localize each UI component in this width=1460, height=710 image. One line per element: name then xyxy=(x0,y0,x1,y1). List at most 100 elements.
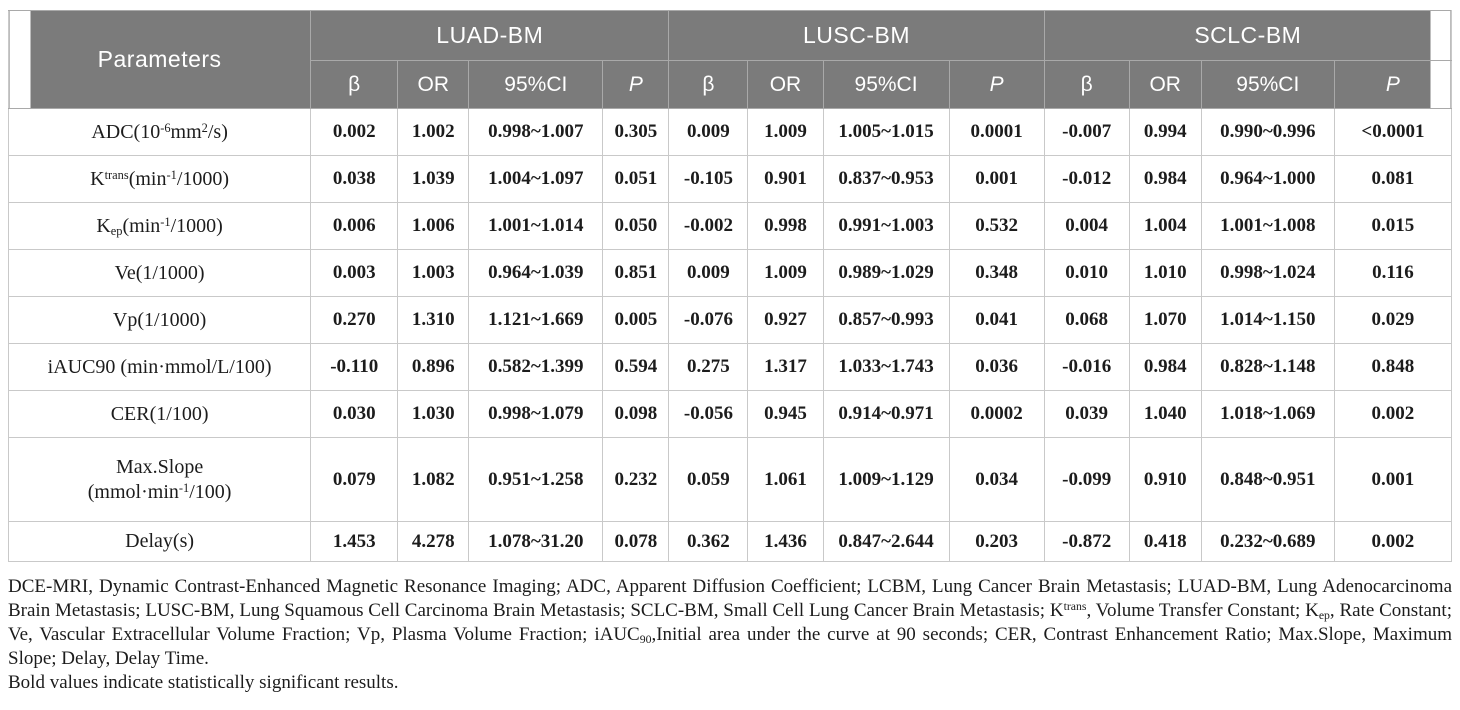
value-cell: -0.105 xyxy=(668,155,749,203)
value-cell: 0.305 xyxy=(602,108,670,156)
value-cell: -0.002 xyxy=(668,202,749,250)
param-cell: CER(1/100) xyxy=(7,390,312,438)
table-figure: Parameters LUAD-BM LUSC-BM SCLC-BM β OR … xyxy=(7,10,1453,695)
value-cell: 0.041 xyxy=(948,296,1045,344)
value-cell: 1.009~1.129 xyxy=(822,437,950,522)
value-cell: 1.006 xyxy=(397,202,470,250)
value-cell: 1.082 xyxy=(397,437,470,522)
regression-table: Parameters LUAD-BM LUSC-BM SCLC-BM β OR … xyxy=(7,10,1453,562)
value-cell: 0.964~1.039 xyxy=(468,249,604,297)
table-row-ve: Ve(1/1000) 0.003 1.003 0.964~1.039 0.851… xyxy=(7,249,1453,297)
value-cell: 0.901 xyxy=(747,155,824,203)
param-cell: Vp(1/1000) xyxy=(7,296,312,344)
value-cell: 0.927 xyxy=(747,296,824,344)
value-cell: 1.121~1.669 xyxy=(468,296,604,344)
subheader-or-sclc: OR xyxy=(1128,60,1202,109)
value-cell: 1.001~1.014 xyxy=(468,202,604,250)
param-cell: ADC(10-6mm2/s) xyxy=(7,108,312,156)
value-cell: 0.914~0.971 xyxy=(822,390,950,438)
value-cell: 0.848 xyxy=(1333,343,1453,391)
value-cell: 1.033~1.743 xyxy=(822,343,950,391)
value-cell: 0.232 xyxy=(602,437,670,522)
value-cell: 0.050 xyxy=(602,202,670,250)
value-cell: 1.004~1.097 xyxy=(468,155,604,203)
value-cell: 1.014~1.150 xyxy=(1200,296,1335,344)
bold-values-note: Bold values indicate statistically signi… xyxy=(8,672,399,693)
column-header-parameters: Parameters xyxy=(7,10,312,109)
value-cell: 0.079 xyxy=(310,437,399,522)
table-row-maxslope: Max.Slope (mmol·min-1/100) 0.079 1.082 0.… xyxy=(7,437,1453,522)
value-cell: 0.847~2.644 xyxy=(822,521,950,562)
value-cell: -0.076 xyxy=(668,296,749,344)
value-cell: 0.015 xyxy=(1333,202,1453,250)
table-row-vp: Vp(1/1000) 0.270 1.310 1.121~1.669 0.005… xyxy=(7,296,1453,344)
value-cell: 0.984 xyxy=(1128,155,1202,203)
value-cell: 0.964~1.000 xyxy=(1200,155,1335,203)
value-cell: 0.0001 xyxy=(948,108,1045,156)
value-cell: 0.030 xyxy=(310,390,399,438)
value-cell: 0.990~0.996 xyxy=(1200,108,1335,156)
value-cell: 0.051 xyxy=(602,155,670,203)
value-cell: 0.994 xyxy=(1128,108,1202,156)
value-cell: 0.034 xyxy=(948,437,1045,522)
table-footnote: DCE-MRI, Dynamic Contrast-Enhanced Magne… xyxy=(8,575,1452,695)
value-cell: 0.002 xyxy=(310,108,399,156)
value-cell: 0.848~0.951 xyxy=(1200,437,1335,522)
value-cell: 0.068 xyxy=(1043,296,1130,344)
value-cell: -0.012 xyxy=(1043,155,1130,203)
value-cell: -0.110 xyxy=(310,343,399,391)
value-cell: 0.059 xyxy=(668,437,749,522)
subheader-ci-sclc: 95%CI xyxy=(1200,60,1335,109)
value-cell: 0.0002 xyxy=(948,390,1045,438)
value-cell: 1.453 xyxy=(310,521,399,562)
value-cell: 0.010 xyxy=(1043,249,1130,297)
value-cell: -0.872 xyxy=(1043,521,1130,562)
value-cell: -0.056 xyxy=(668,390,749,438)
value-cell: 0.275 xyxy=(668,343,749,391)
value-cell: 0.036 xyxy=(948,343,1045,391)
value-cell: 0.232~0.689 xyxy=(1200,521,1335,562)
table-row-ktrans: Ktrans(min-1/1000) 0.038 1.039 1.004~1.0… xyxy=(7,155,1453,203)
abbreviations-text: DCE-MRI, Dynamic Contrast-Enhanced Magne… xyxy=(8,576,1452,669)
subheader-p-sclc: P xyxy=(1333,60,1453,109)
value-cell: 1.005~1.015 xyxy=(822,108,950,156)
value-cell: 0.009 xyxy=(668,108,749,156)
value-cell: 0.009 xyxy=(668,249,749,297)
table-row-iauc90: iAUC90 (min·mmol/L/100) -0.110 0.896 0.5… xyxy=(7,343,1453,391)
subheader-or-luad: OR xyxy=(397,60,470,109)
value-cell: 0.998~1.024 xyxy=(1200,249,1335,297)
value-cell: 0.006 xyxy=(310,202,399,250)
table-row-adc: ADC(10-6mm2/s) 0.002 1.002 0.998~1.007 0… xyxy=(7,108,1453,156)
param-cell: Max.Slope (mmol·min-1/100) xyxy=(7,437,312,522)
value-cell: 1.070 xyxy=(1128,296,1202,344)
value-cell: 0.945 xyxy=(747,390,824,438)
value-cell: 1.009 xyxy=(747,249,824,297)
value-cell: 0.001 xyxy=(948,155,1045,203)
value-cell: 0.837~0.953 xyxy=(822,155,950,203)
value-cell: 0.582~1.399 xyxy=(468,343,604,391)
table-row-kep: Kep(min-1/1000) 0.006 1.006 1.001~1.014 … xyxy=(7,202,1453,250)
param-cell: Ve(1/1000) xyxy=(7,249,312,297)
value-cell: 1.001~1.008 xyxy=(1200,202,1335,250)
value-cell: 0.029 xyxy=(1333,296,1453,344)
header-sub-row: β OR 95%CI P β OR 95%CI P β OR 95%CI P xyxy=(9,60,1453,109)
value-cell: 1.030 xyxy=(397,390,470,438)
value-cell: 1.040 xyxy=(1128,390,1202,438)
group-header-luad-bm: LUAD-BM xyxy=(310,10,670,61)
group-header-lusc-bm: LUSC-BM xyxy=(668,10,1045,61)
value-cell: 1.010 xyxy=(1128,249,1202,297)
value-cell: 0.003 xyxy=(310,249,399,297)
param-cell: Kep(min-1/1000) xyxy=(7,202,312,250)
value-cell: 0.362 xyxy=(668,521,749,562)
value-cell: 0.081 xyxy=(1333,155,1453,203)
value-cell: 1.018~1.069 xyxy=(1200,390,1335,438)
subheader-ci-luad: 95%CI xyxy=(468,60,604,109)
param-cell: Ktrans(min-1/1000) xyxy=(7,155,312,203)
value-cell: 0.203 xyxy=(948,521,1045,562)
subheader-p-lusc: P xyxy=(948,60,1045,109)
subheader-beta-sclc: β xyxy=(1043,60,1130,109)
table-row-cer: CER(1/100) 0.030 1.030 0.998~1.079 0.098… xyxy=(7,390,1453,438)
value-cell: 0.001 xyxy=(1333,437,1453,522)
value-cell: 1.004 xyxy=(1128,202,1202,250)
param-cell: iAUC90 (min·mmol/L/100) xyxy=(7,343,312,391)
